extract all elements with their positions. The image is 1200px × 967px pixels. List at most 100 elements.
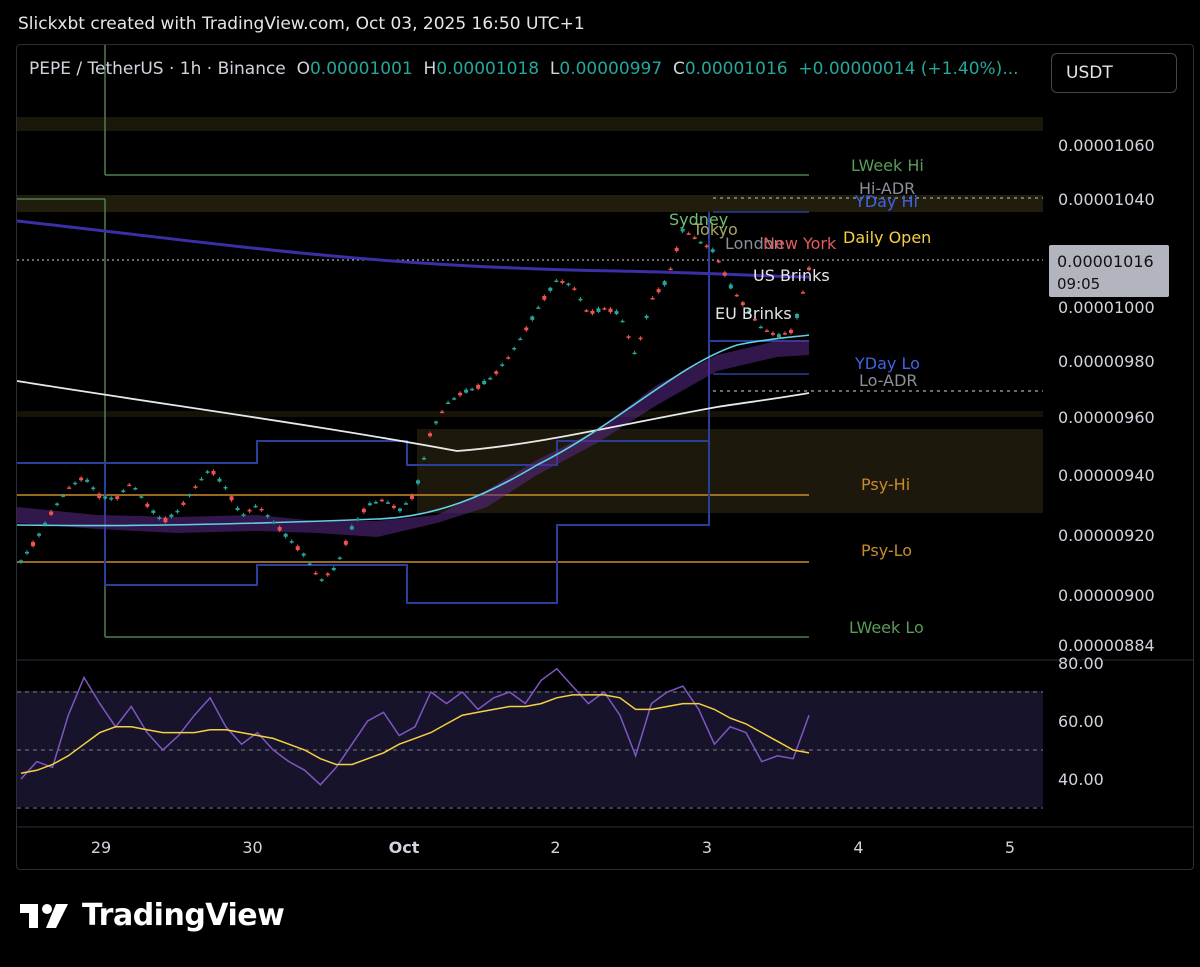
demand-zone [417,429,1043,513]
candle-body [145,503,150,507]
candle-body [373,501,378,504]
candle-body [614,311,619,314]
close-label: C [672,59,685,79]
candle-body [385,502,390,504]
candle-body [470,388,475,391]
candle-body [488,377,493,380]
candle-body [566,283,571,286]
level-label-psy-hi: Psy-Hi [861,475,910,494]
candle-body [668,268,673,271]
candle-body [524,327,529,331]
session-label-tokyo: Tokyo [692,220,738,239]
candle-body [277,527,282,531]
candle-body [446,402,451,405]
candle-body [512,347,517,350]
ema-mid-line [17,334,810,527]
candle-body [43,522,48,525]
tradingview-mark-icon [20,903,68,928]
candle-body [500,364,505,366]
candle-body [205,471,210,473]
candle-body [656,289,661,293]
candle-body [157,517,162,519]
candle-body [758,326,763,329]
candle-body [782,333,787,335]
candle-body [313,572,318,575]
candle-body [800,292,805,294]
candle-body [139,496,144,498]
price-tick-label: 0.00000940 [1058,466,1155,485]
candle-body [530,316,535,320]
brand-name: TradingView [82,898,285,933]
candle-body [422,457,427,460]
candle-body [271,522,276,524]
candle-body [644,315,649,318]
currency-button[interactable]: USDT [1051,53,1177,93]
high-label: H [423,59,437,79]
low-label: L [549,59,560,79]
candle-body [361,508,366,513]
ema-ribbon [17,340,809,537]
price-tick-label: 0.00000980 [1058,352,1155,371]
session-label-new-york: New York [763,234,837,253]
daily-lo-steps [17,340,809,604]
rsi-band [17,691,1043,807]
candle-body [61,495,66,497]
candle-body [584,310,589,312]
level-label-daily-open: Daily Open [843,228,931,247]
last-price-label: 0.00001016 [1057,252,1154,271]
chart-panel[interactable]: LWeek Hi Hi-ADR YDay Hi Daily Open YDay Lo Lo… [16,44,1194,870]
candle-body [409,495,414,499]
candle-body [151,510,156,513]
level-label-psy-lo: Psy-Lo [861,541,912,560]
candle-body [367,503,372,506]
annotation-us-brinks: US Brinks [753,266,830,285]
time-tick-label: 30 [242,838,262,857]
candle-body [133,487,138,490]
candle-body [85,479,90,482]
candle-body [770,332,775,335]
annotation-eu-brinks: EU Brinks [715,304,792,323]
candle-body [331,567,336,571]
time-tick-label: 5 [1005,838,1015,857]
candle-body [397,508,402,512]
candle-body [403,503,408,505]
candle-body [554,280,559,283]
countdown-label: 09:05 [1057,275,1100,293]
candle-body [79,477,84,481]
candle-body [295,546,300,551]
rsi-tick-label: 40.00 [1058,770,1104,789]
candle-body [169,514,174,517]
candle-body [662,281,667,286]
level-label-lo-adr: Lo-ADR [859,371,918,390]
level-label-yday-hi: YDay Hi [854,192,918,211]
candle-body [746,310,751,313]
price-tick-label: 0.00000920 [1058,526,1155,545]
candle-body [638,337,643,340]
time-tick-label: 4 [853,838,863,857]
candle-body [560,281,565,283]
candle-body [464,389,469,393]
price-tick-label: 0.00000884 [1058,636,1155,655]
candle-body [578,298,583,301]
candle-body [608,308,613,313]
candle-body [506,357,511,359]
candle-body [319,579,324,581]
time-tick-label: 2 [550,838,560,857]
rsi-tick-label: 80.00 [1058,654,1104,673]
candle-body [247,509,252,512]
candle-body [764,330,769,333]
candle-body [734,294,739,297]
candle-body [187,494,192,497]
level-label-lweek-hi: LWeek Hi [851,156,924,175]
symbol-label: PEPE / TetherUS · 1h · Binance [29,59,286,79]
candle-body [349,526,354,530]
candle-body [794,314,799,318]
candle-body [752,319,757,321]
low-value: 0.00000997 [559,59,663,79]
candle-body [55,503,60,506]
candle-body [163,517,168,523]
legend-more[interactable]: ... [1002,59,1019,79]
ema-200-line [17,219,810,279]
candle-body [572,288,577,290]
